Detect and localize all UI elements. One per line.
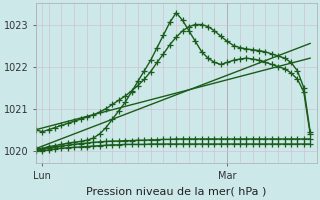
X-axis label: Pression niveau de la mer( hPa ): Pression niveau de la mer( hPa ) [86, 187, 266, 197]
